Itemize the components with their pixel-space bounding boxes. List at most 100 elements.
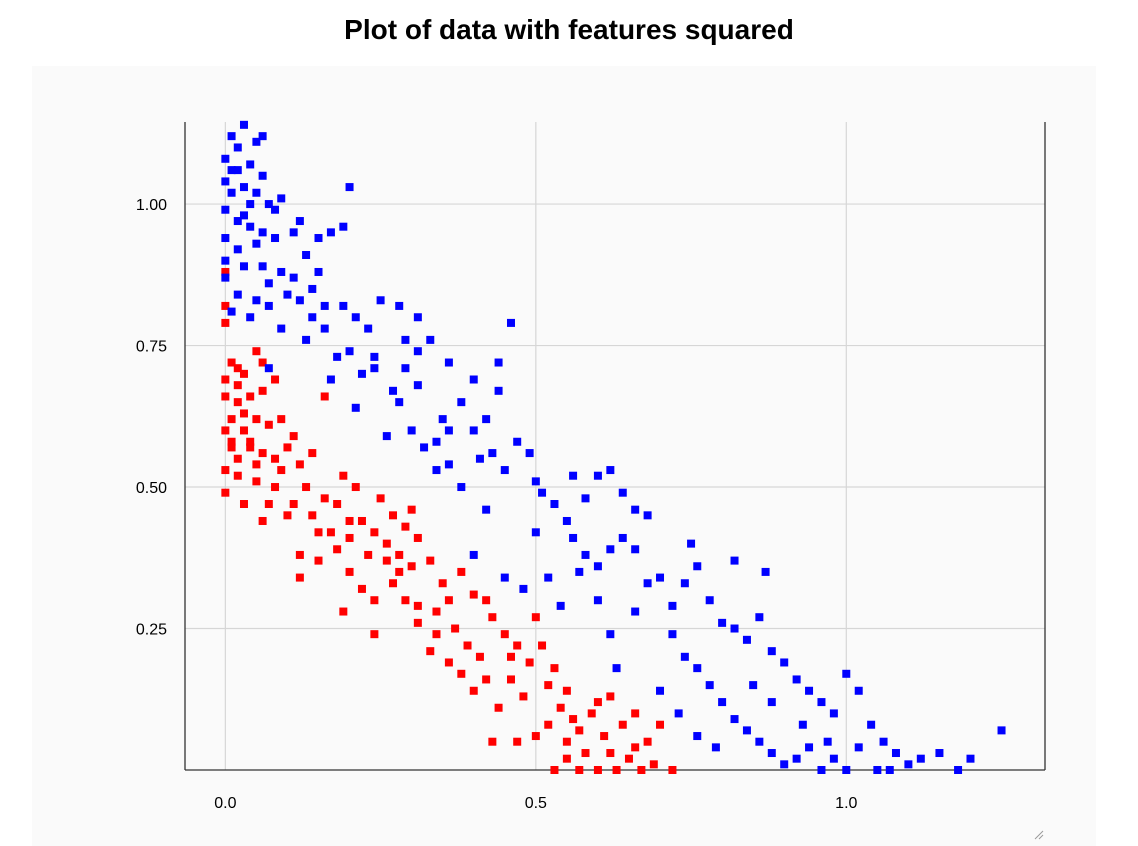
- data-point: [500, 573, 509, 582]
- data-point: [277, 194, 286, 203]
- y-tick-label: 0.75: [136, 339, 167, 356]
- data-point: [513, 437, 522, 446]
- data-point: [687, 539, 696, 548]
- data-point: [345, 567, 354, 576]
- data-point: [252, 296, 261, 305]
- data-point: [221, 426, 230, 435]
- data-point: [302, 250, 311, 259]
- data-point: [618, 533, 627, 542]
- data-point: [674, 709, 683, 718]
- data-point: [693, 732, 702, 741]
- data-point: [854, 686, 863, 695]
- data-point: [531, 732, 540, 741]
- data-point: [680, 579, 689, 588]
- data-point: [258, 262, 267, 271]
- chart-title: Plot of data with features squared: [344, 14, 794, 45]
- data-point: [221, 375, 230, 384]
- data-point: [581, 749, 590, 758]
- data-point: [221, 301, 230, 310]
- data-point: [488, 737, 497, 746]
- data-point: [258, 386, 267, 395]
- data-point: [351, 313, 360, 322]
- data-point: [233, 381, 242, 390]
- data-point: [668, 630, 677, 639]
- data-point: [631, 743, 640, 752]
- data-point: [643, 579, 652, 588]
- data-point: [258, 516, 267, 525]
- data-point: [271, 483, 280, 492]
- data-point: [239, 262, 248, 271]
- data-point: [873, 766, 882, 774]
- data-point: [488, 613, 497, 622]
- data-point: [426, 647, 435, 656]
- data-point: [252, 137, 261, 146]
- data-point: [854, 743, 863, 752]
- data-point: [475, 652, 484, 661]
- data-point: [407, 562, 416, 571]
- resize-grip-icon[interactable]: [1034, 830, 1044, 840]
- data-point: [538, 641, 547, 650]
- data-point: [494, 386, 503, 395]
- data-point: [879, 737, 888, 746]
- data-point: [351, 483, 360, 492]
- data-point: [494, 703, 503, 712]
- data-point: [742, 635, 751, 644]
- data-point: [289, 228, 298, 237]
- data-point: [742, 726, 751, 735]
- data-point: [612, 766, 621, 774]
- data-point: [289, 273, 298, 282]
- data-point: [494, 358, 503, 367]
- data-point: [500, 466, 509, 475]
- data-point: [593, 698, 602, 707]
- points-layer: [221, 120, 1006, 774]
- data-point: [482, 505, 491, 514]
- data-point: [805, 686, 814, 695]
- data-point: [345, 183, 354, 192]
- data-point: [792, 754, 801, 763]
- grid-layer: [185, 122, 1045, 770]
- data-point: [482, 675, 491, 684]
- data-point: [587, 709, 596, 718]
- data-point: [966, 754, 975, 763]
- data-point: [320, 324, 329, 333]
- data-point: [432, 630, 441, 639]
- data-point: [277, 324, 286, 333]
- data-point: [482, 415, 491, 424]
- data-point: [767, 749, 776, 758]
- data-point: [364, 324, 373, 333]
- data-point: [221, 392, 230, 401]
- data-point: [339, 471, 348, 480]
- data-point: [239, 183, 248, 192]
- data-point: [444, 596, 453, 605]
- y-tick-label: 0.25: [136, 622, 167, 639]
- data-point: [283, 511, 292, 520]
- data-point: [258, 171, 267, 180]
- data-point: [575, 766, 584, 774]
- data-point: [314, 234, 323, 243]
- data-point: [320, 392, 329, 401]
- data-point: [718, 698, 727, 707]
- data-point: [581, 494, 590, 503]
- data-point: [891, 749, 900, 758]
- data-point: [283, 290, 292, 299]
- data-point: [333, 500, 342, 509]
- data-point: [246, 443, 255, 452]
- data-point: [333, 545, 342, 554]
- data-point: [531, 477, 540, 486]
- data-point: [339, 607, 348, 616]
- data-point: [239, 211, 248, 220]
- data-point: [680, 652, 689, 661]
- data-point: [382, 432, 391, 441]
- data-point: [345, 533, 354, 542]
- data-point: [631, 709, 640, 718]
- data-point: [258, 228, 267, 237]
- data-point: [407, 426, 416, 435]
- data-point: [569, 715, 578, 724]
- data-point: [333, 352, 342, 361]
- data-point: [550, 664, 559, 673]
- data-point: [252, 460, 261, 469]
- data-point: [233, 217, 242, 226]
- data-point: [469, 375, 478, 384]
- data-point: [227, 358, 236, 367]
- data-point: [656, 686, 665, 695]
